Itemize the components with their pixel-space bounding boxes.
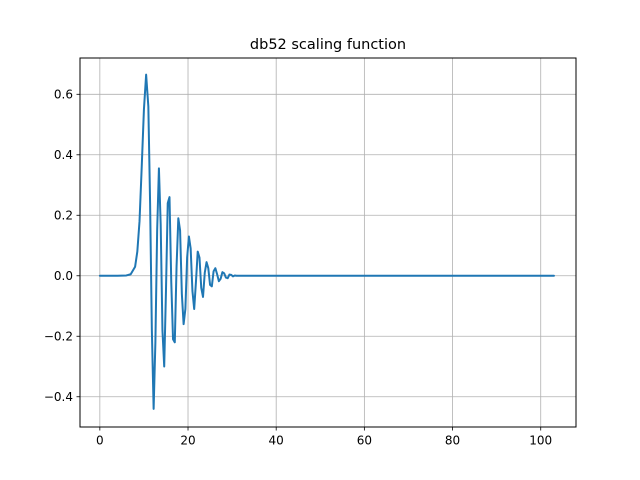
y-tick-label: 0.6	[54, 88, 73, 102]
y-axis: −0.4 −0.2 0.0 0.2 0.4 0.6	[44, 88, 80, 404]
y-tick-label: 0.2	[54, 209, 73, 223]
series-layer	[98, 73, 555, 410]
plot-frame	[79, 57, 577, 428]
y-tick-label: 0.4	[54, 148, 73, 162]
x-tick-label: 20	[180, 434, 195, 448]
series-line	[98, 73, 555, 410]
y-tick-label: −0.4	[44, 390, 73, 404]
x-tick-label: 100	[529, 434, 552, 448]
x-axis: 0 20 40 60 80 100	[96, 427, 552, 448]
y-tick-label: −0.2	[44, 330, 73, 344]
x-tick-label: 0	[96, 434, 104, 448]
chart-title: db52 scaling function	[250, 37, 406, 53]
x-tick-label: 80	[445, 434, 460, 448]
y-tick-label: 0.0	[54, 269, 73, 283]
x-tick-label: 40	[269, 434, 284, 448]
x-tick-label: 60	[357, 434, 372, 448]
